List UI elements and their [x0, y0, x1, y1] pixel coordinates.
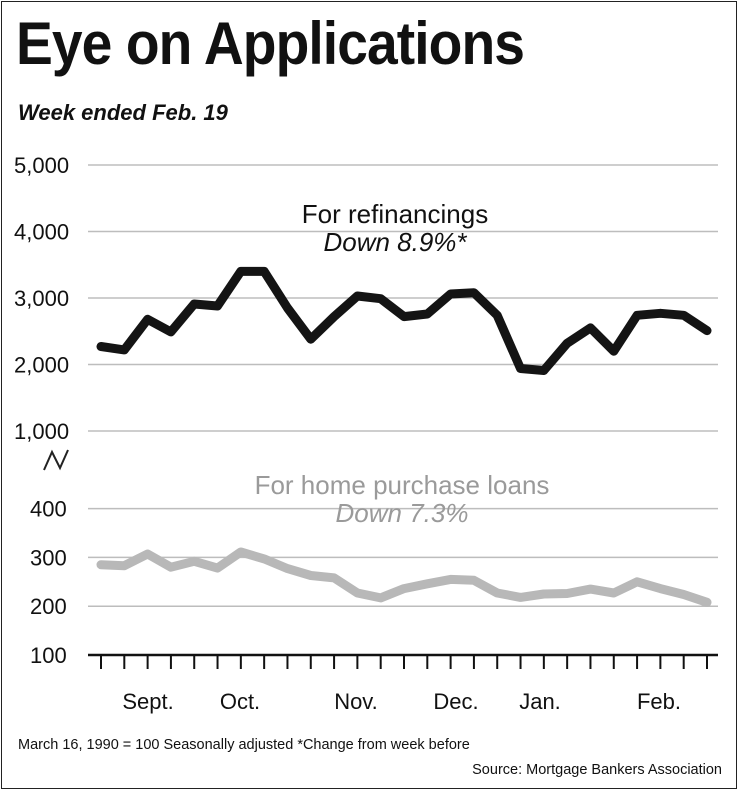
- y-tick-label-upper: 3,000: [14, 286, 69, 311]
- y-tick-label-lower: 400: [30, 497, 67, 522]
- y-tick-label-upper: 5,000: [14, 153, 69, 178]
- series-change-label: Down 7.3%: [336, 498, 469, 528]
- series-change-label: Down 8.9%*: [323, 227, 467, 257]
- x-tick-label: Sept.: [122, 689, 173, 714]
- y-tick-label-upper: 4,000: [14, 220, 69, 245]
- series-name-label: For home purchase loans: [255, 470, 550, 500]
- x-tick-label: Nov.: [334, 689, 378, 714]
- y-tick-label-lower: 100: [30, 643, 67, 668]
- footnote: March 16, 1990 = 100 Seasonally adjusted…: [18, 737, 470, 753]
- series-name-label: For refinancings: [302, 199, 488, 229]
- x-tick-label: Oct.: [220, 689, 260, 714]
- y-tick-label-lower: 300: [30, 545, 67, 570]
- x-tick-label: Dec.: [433, 689, 478, 714]
- axis-break-mark: [43, 449, 69, 471]
- x-tick-label: Jan.: [519, 689, 561, 714]
- series-line-refinancings: [96, 266, 712, 375]
- y-tick-label-lower: 200: [30, 594, 67, 619]
- x-tick-label: Feb.: [637, 689, 681, 714]
- y-tick-label-upper: 2,000: [14, 353, 69, 378]
- source-note: Source: Mortgage Bankers Association: [472, 762, 722, 778]
- chart-subtitle: Week ended Feb. 19: [18, 100, 228, 125]
- chart-title: Eye on Applications: [16, 10, 525, 77]
- y-tick-label-upper: 1,000: [14, 419, 69, 444]
- series-line-purchase: [96, 547, 712, 607]
